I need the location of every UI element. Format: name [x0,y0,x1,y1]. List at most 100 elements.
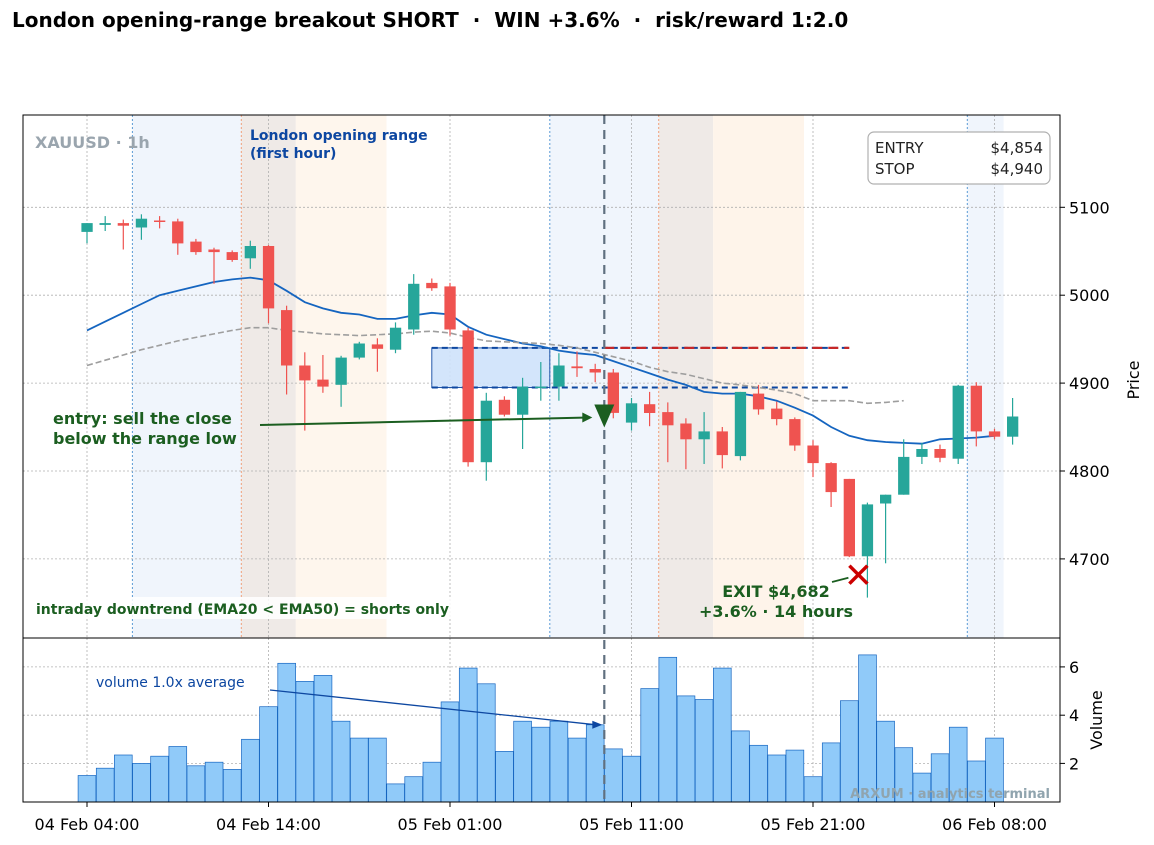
exit-label-line2: +3.6% · 14 hours [699,602,853,621]
london-session-band [713,115,804,638]
volume-bar [749,744,768,803]
candle-body [172,221,184,244]
volume-bar [531,726,551,803]
candle-body [698,431,710,440]
candle-body [154,220,166,222]
opening-range-label-line2: (first hour) [250,146,336,162]
candle-body [934,449,946,458]
y-tick-label: 4900 [1069,374,1110,393]
volume-bar [368,737,387,803]
levels-entry-label: ENTRY [875,139,924,157]
candle-body [625,403,638,423]
volume-bar [422,761,442,803]
candle-body [644,404,656,413]
volume-bar [77,775,97,803]
y-tick-label: 4800 [1069,462,1110,481]
candle-body [734,391,747,457]
entry-arrow [259,416,589,426]
levels-stop-value: $4,940 [991,160,1044,178]
candle-body [262,246,275,309]
asian-session-band [132,115,242,638]
opening-range-box [431,347,551,388]
candle-body [553,365,565,387]
overlap-session-band [658,115,714,638]
candle-body [680,423,692,440]
candle-body [317,379,329,387]
volume-bar [404,776,423,803]
entry-marker [594,404,615,428]
levels-box: ENTRY $4,854 STOP $4,940 [867,131,1051,185]
volume-bar [186,765,206,803]
volume-bar [858,654,877,803]
candle-body [462,330,474,463]
volume-bar [331,720,351,803]
candle-body [335,357,347,385]
volume-bar [259,706,278,803]
y-tick-label: 5100 [1069,198,1110,217]
volume-bar [495,751,514,803]
candle-body [117,223,129,226]
entry-arrow-head [582,412,593,423]
candle-body [535,386,547,389]
volume-bar [295,681,315,803]
x-tick-label: 04 Feb 14:00 [216,815,321,834]
volume-bar [676,695,696,803]
candle-body [716,431,728,456]
volume-bar [549,720,569,803]
y-axis-label: Price [1124,360,1143,399]
volume-bar [114,754,133,803]
x-tick-label: 06 Feb 08:00 [942,815,1047,834]
y-tick-label: 4700 [1069,550,1110,569]
volume-bar [658,656,678,803]
y-tick-label: 5000 [1069,286,1110,305]
volume-bar [350,737,369,803]
volume-tick-label: 4 [1069,706,1079,725]
entry-annotation-line1: entry: sell the close [53,409,232,428]
candle-body [952,385,964,459]
volume-bar [150,755,169,803]
exit-marker [848,564,869,585]
candle-body [81,223,93,232]
candle-body [389,327,402,350]
candle-body [843,478,855,557]
x-tick-label: 05 Feb 21:00 [761,815,866,834]
volume-bar [168,746,188,803]
volume-tick-label: 6 [1069,658,1079,677]
ema50-line [86,326,904,405]
candle-body [807,445,819,464]
candle-body [752,393,765,410]
candle-body [408,283,420,330]
candle-body [880,494,892,504]
volume-bar [277,662,296,803]
opening-range-label-line1: London opening range [250,128,428,144]
candle-body [988,431,1001,437]
volume-bar [95,767,115,803]
volume-bar [458,667,478,803]
volume-bar [241,738,260,803]
asian-session-band [967,115,1004,638]
volume-bar [513,720,532,803]
volume-axis-label: Volume [1087,690,1106,750]
candle-body [1007,416,1019,437]
symbol-label: XAUUSD · 1h [35,133,150,152]
candle-body [861,504,874,557]
volume-bar [477,683,496,803]
volume-bar [132,763,151,803]
trend-note: intraday downtrend (EMA20 < EMA50) = sho… [33,597,515,619]
volume-bar [803,776,823,803]
watermark: ARXUM · analytics terminal [850,787,1050,802]
candle-body [444,286,456,330]
candle-body [498,399,511,415]
entry-annotation-line2: below the range low [53,429,237,448]
x-tick-label: 04 Feb 04:00 [35,815,140,834]
volume-bar [821,742,841,803]
candle-body [426,282,438,289]
candle-body [135,218,148,228]
exit-arrow [831,576,849,583]
volume-bar [204,761,224,803]
volume-bar [694,699,714,803]
volume-bar [731,730,750,803]
candle-body [517,386,529,415]
candle-body [99,223,111,225]
candle-body [208,249,220,253]
